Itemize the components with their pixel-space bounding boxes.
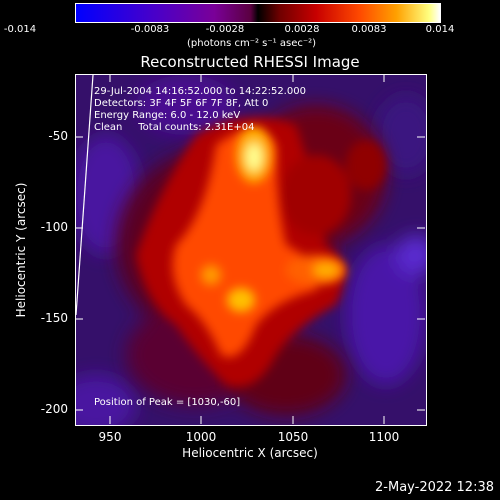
peak-source-secondary: [227, 288, 255, 312]
obs-time: 29-Jul-2004 14:16:52.000 to 14:22:52.000: [94, 86, 306, 97]
peak-position: Position of Peak = [1030,-60]: [94, 397, 241, 408]
x-axis-label: Heliocentric X (arcsec): [182, 446, 318, 460]
colorbar-tick: 0.0083: [351, 24, 387, 35]
colorbar: [75, 3, 441, 23]
colorbar-tick: 0.014: [425, 24, 455, 35]
colorbar-tick: -0.0028: [205, 24, 245, 35]
clean-info: Clean Total counts: 2.31E+04: [94, 122, 255, 133]
plot-title: Reconstructed RHESSI Image: [140, 53, 360, 71]
footer-timestamp: 2-May-2022 12:38: [375, 480, 494, 495]
heatmap-image: [76, 75, 426, 425]
x-tick-label: 1050: [277, 430, 309, 444]
colorbar-tick: -0.014: [3, 24, 37, 35]
detectors-info: Detectors: 3F 4F 5F 6F 7F 8F, Att 0: [94, 98, 269, 109]
y-axis-label: Heliocentric Y (arcsec): [14, 182, 28, 318]
solar-limb: [76, 75, 94, 316]
x-tick-label: 1000: [185, 430, 217, 444]
y-tick-label: -50: [48, 129, 68, 143]
energy-range: Energy Range: 6.0 - 12.0 keV: [94, 110, 241, 121]
colorbar-unit-label: (photons cm⁻² s⁻¹ asec⁻²): [187, 38, 317, 49]
x-tick-label: 950: [98, 430, 122, 444]
y-tick-label: -100: [40, 220, 68, 234]
colorbar-tick: -0.0083: [130, 24, 170, 35]
y-tick-label: -150: [40, 311, 68, 325]
colorbar-tick: 0.0028: [284, 24, 320, 35]
y-tick-label: -200: [40, 402, 68, 416]
x-tick-label: 1100: [368, 430, 400, 444]
image-panel: [75, 74, 427, 426]
